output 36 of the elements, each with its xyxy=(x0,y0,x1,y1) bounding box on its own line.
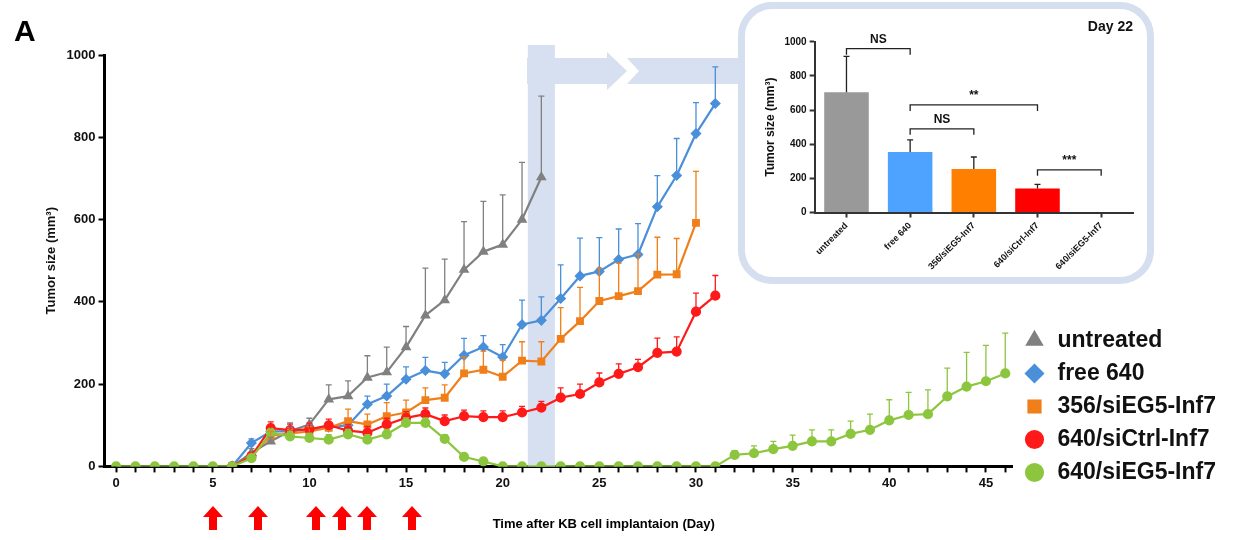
legend-label: untreated xyxy=(1057,325,1163,352)
x-axis-title: Time after KB cell implantaion (Day) xyxy=(492,516,715,531)
x-tick-label: 40 xyxy=(882,474,897,490)
x-tick-label: 30 xyxy=(688,474,704,490)
y-tick-label: 0 xyxy=(801,206,808,218)
y-tick-label: 800 xyxy=(789,69,808,81)
y-tick-label: 800 xyxy=(73,128,96,144)
y-tick-label: 600 xyxy=(789,103,808,115)
x-tick-label: 10 xyxy=(302,474,317,490)
x-tick-label: 35 xyxy=(785,474,800,490)
y-tick-label: 200 xyxy=(73,375,96,391)
x-tick-label: 0 xyxy=(112,474,120,490)
text: A xyxy=(14,14,36,48)
legend-label: 640/siCtrl-Inf7 xyxy=(1057,424,1210,451)
y-tick-label: 0 xyxy=(88,457,96,473)
y-tick-label: 600 xyxy=(73,211,96,227)
legend-label: free 640 xyxy=(1057,358,1145,385)
y-tick-label: 1000 xyxy=(784,35,808,47)
y-axis-title: Tumor size (mm³) xyxy=(762,77,777,177)
y-tick-label: 400 xyxy=(789,137,808,149)
x-tick-label: 25 xyxy=(592,474,607,490)
legend-label: 356/siEG5-Inf7 xyxy=(1057,391,1217,418)
x-tick-label: 15 xyxy=(398,474,414,490)
chart-title: Day 22 xyxy=(1087,18,1134,35)
annotation: *** xyxy=(1062,153,1077,168)
y-tick-label: 400 xyxy=(73,293,96,309)
annotation: NS xyxy=(933,112,951,127)
y-tick-label: 1000 xyxy=(66,46,96,62)
x-tick-label: 45 xyxy=(978,474,994,490)
annotation: ** xyxy=(969,88,979,103)
x-tick-label: 5 xyxy=(209,474,217,490)
annotation: NS xyxy=(869,31,887,46)
y-axis-title: Tumor size (mm³) xyxy=(43,207,59,315)
y-tick-label: 200 xyxy=(789,172,808,184)
x-tick-label: 20 xyxy=(495,474,510,490)
x-tick-label: free 640 xyxy=(882,220,914,252)
